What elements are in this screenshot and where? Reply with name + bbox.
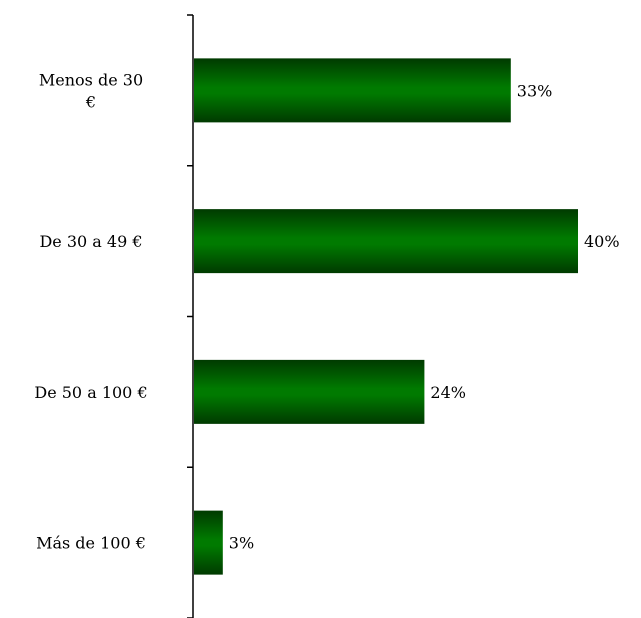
category-axis (187, 14, 194, 618)
category-label: Menos de 30 € (39, 70, 143, 111)
data-label: 3% (229, 534, 254, 553)
category-label: De 30 a 49 € (39, 232, 142, 251)
category-label: De 50 a 100 € (34, 383, 147, 402)
data-label: 33% (517, 81, 553, 100)
bar (194, 359, 425, 424)
labels: 33% Menos de 30 € 40% De 30 a 49 € 24% De 50 a… (34, 70, 619, 552)
bar (194, 510, 223, 575)
data-label: 24% (430, 383, 466, 402)
category-label: Más de 100 € (36, 534, 146, 553)
bar (194, 58, 511, 123)
data-label: 40% (584, 232, 620, 251)
bar (194, 209, 578, 274)
bars (194, 58, 578, 575)
